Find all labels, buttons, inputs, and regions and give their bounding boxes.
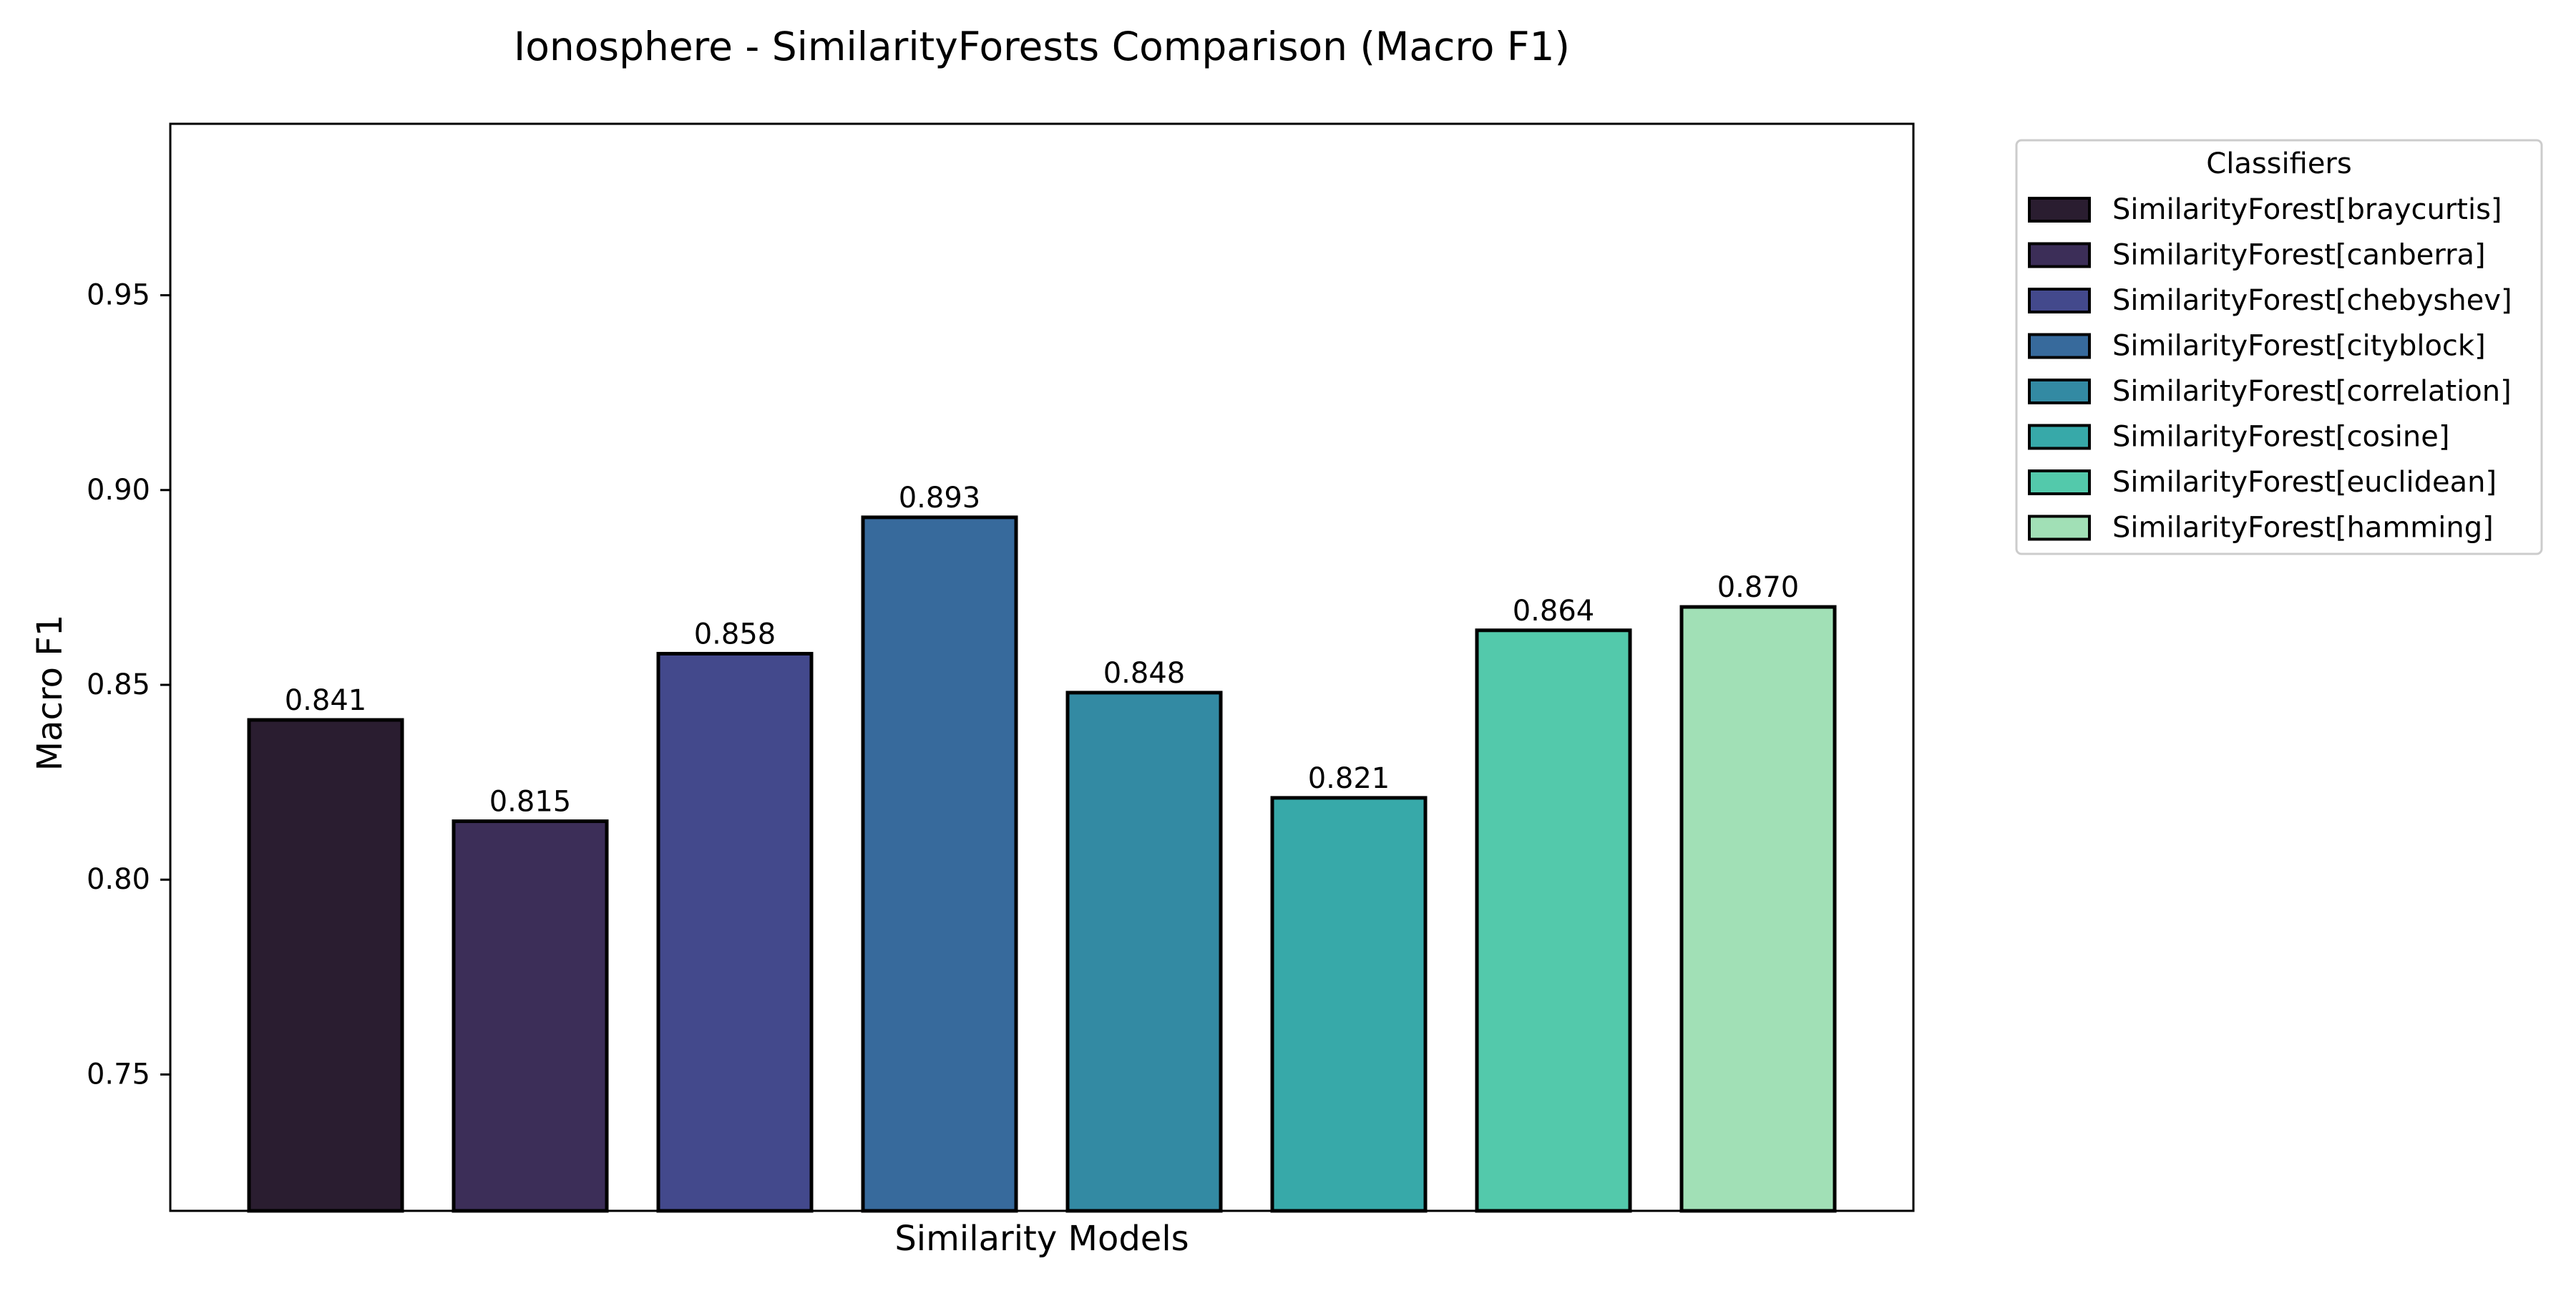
y-tick-label: 0.90	[87, 474, 150, 507]
bar	[247, 718, 404, 1213]
legend-swatch	[2028, 515, 2091, 541]
y-axis-ticks: 0.75 0.80 0.85 0.90 0.95	[87, 279, 170, 1091]
legend-title: Classifiers	[2206, 147, 2351, 180]
bar-value-label: 0.864	[1513, 595, 1595, 628]
bar	[1475, 628, 1632, 1213]
legend-item-label: SimilarityForest[braycurtis]	[2112, 193, 2502, 226]
y-tick-label: 0.95	[87, 279, 150, 312]
bar-value-labels: 0.841 0.815 0.858 0.893 0.848 0.821 0.864 0.870	[285, 482, 1800, 819]
bar-value-label: 0.870	[1717, 571, 1800, 604]
plot-frame	[169, 122, 1915, 1212]
legend-item-label: SimilarityForest[cosine]	[2112, 421, 2449, 454]
legend-item-label: SimilarityForest[correlation]	[2112, 375, 2512, 408]
y-tick-label: 0.85	[87, 668, 150, 701]
bar	[656, 651, 814, 1213]
bar-value-label: 0.815	[489, 786, 572, 819]
y-tick-label: 0.75	[87, 1058, 150, 1091]
y-tick-label: 0.80	[87, 863, 150, 896]
bar	[1270, 796, 1428, 1213]
legend-item-label: SimilarityForest[hamming]	[2112, 512, 2494, 545]
bar-value-label: 0.893	[899, 482, 981, 515]
bar	[1679, 605, 1837, 1213]
legend-box	[2015, 139, 2543, 555]
legend-swatch	[2028, 379, 2091, 404]
bar-value-label: 0.821	[1308, 762, 1390, 795]
legend-item-label: SimilarityForest[cityblock]	[2112, 330, 2486, 363]
legend-swatch	[2028, 197, 2091, 223]
legend-swatch	[2028, 333, 2091, 359]
legend-items: SimilarityForest[braycurtis] SimilarityFo…	[2028, 193, 2512, 545]
bar	[861, 515, 1018, 1213]
legend: Classifiers SimilarityForest[braycurtis]…	[2015, 139, 2543, 555]
legend-item-label: SimilarityForest[chebyshev]	[2112, 284, 2512, 317]
bar	[452, 819, 609, 1213]
legend-item-label: SimilarityForest[euclidean]	[2112, 466, 2497, 499]
bar-value-label: 0.841	[285, 684, 367, 717]
legend-swatch	[2028, 288, 2091, 313]
legend-swatch	[2028, 242, 2091, 268]
bar-value-label: 0.848	[1103, 657, 1186, 690]
chart-title: Ionosphere - SimilarityForests Compariso…	[514, 24, 1570, 69]
bar	[1065, 691, 1223, 1213]
legend-item-label: SimilarityForest[canberra]	[2112, 239, 2486, 272]
legend-swatch	[2028, 469, 2091, 495]
bar-value-label: 0.858	[694, 618, 776, 651]
bar-series-group	[247, 515, 1837, 1213]
y-axis-label: Macro F1	[30, 615, 70, 771]
legend-swatch	[2028, 424, 2091, 450]
x-axis-label: Similarity Models	[894, 1219, 1189, 1259]
